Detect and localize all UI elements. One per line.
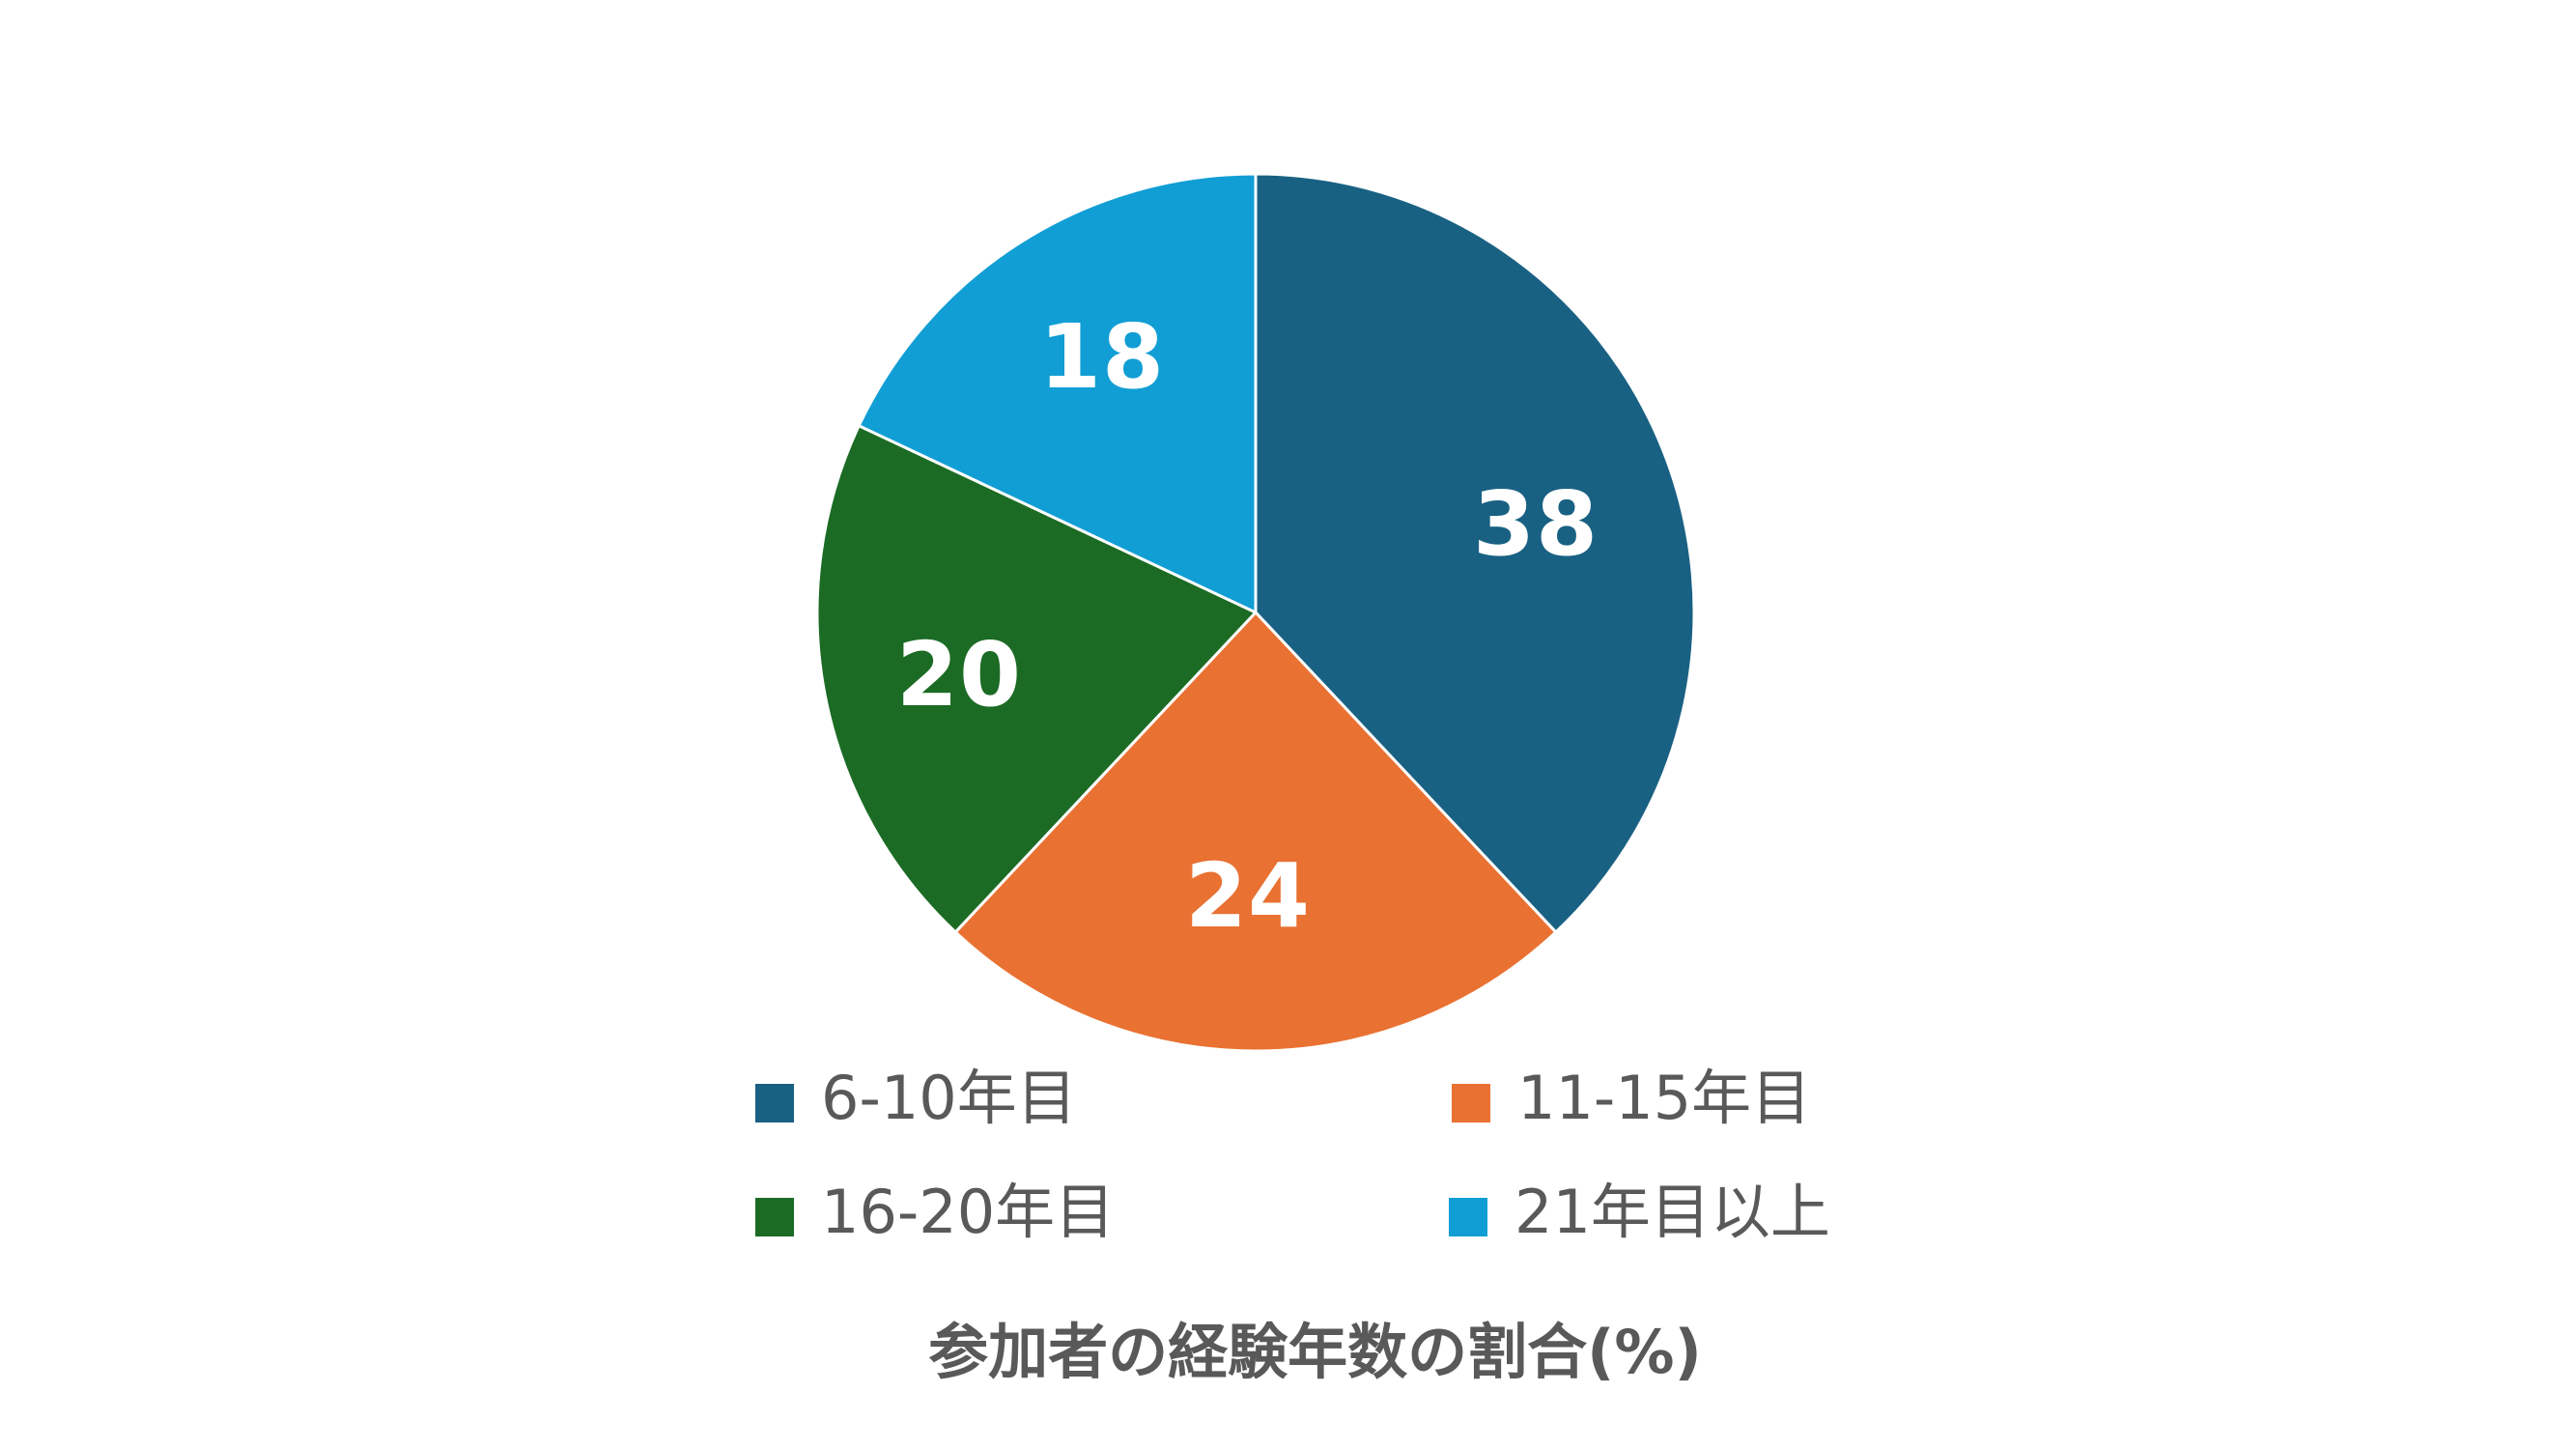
legend-swatch-6-10	[755, 1084, 794, 1122]
slice-16-20	[815, 424, 1258, 934]
data-label-11-15: 24	[1184, 844, 1312, 948]
legend-item-21-plus: 21年目以上	[1449, 1179, 1830, 1246]
slice-21-plus	[857, 172, 1258, 614]
legend-label: 16-20年目	[821, 1177, 1116, 1247]
legend-label: 21年目以上	[1514, 1177, 1830, 1247]
slice-11-15	[953, 611, 1558, 1053]
slice-6-10	[1254, 172, 1696, 934]
legend-item-11-15: 11-15年目	[1452, 1065, 1811, 1132]
legend-item-16-20: 16-20年目	[755, 1179, 1115, 1246]
legend-label: 6-10年目	[821, 1063, 1077, 1133]
chart-title: 参加者の経験年数の割合(%)	[928, 1317, 1702, 1387]
data-label-21-plus: 18	[1038, 305, 1166, 409]
legend-item-6-10: 6-10年目	[755, 1065, 1077, 1132]
legend-swatch-16-20	[755, 1198, 794, 1236]
legend-label: 11-15年目	[1517, 1063, 1812, 1133]
legend-swatch-21-plus	[1449, 1198, 1487, 1236]
data-label-16-20: 20	[895, 623, 1023, 726]
data-label-6-10: 38	[1472, 472, 1599, 576]
legend-swatch-11-15	[1452, 1084, 1490, 1122]
